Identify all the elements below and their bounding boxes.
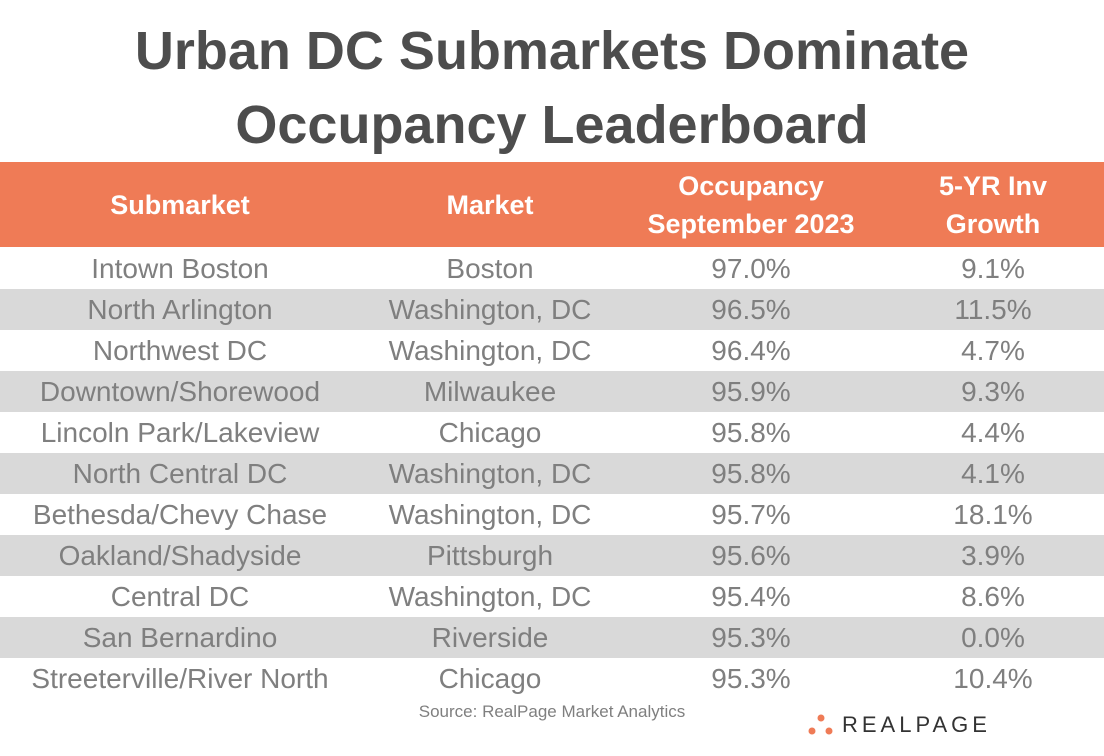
table-cell: Intown Boston	[91, 252, 269, 284]
table-cell: San Bernardino	[82, 621, 278, 653]
column-header-line: Growth	[945, 208, 1041, 239]
table-row: Oakland/Shadyside Pittsburgh 95.6% 3.9%	[0, 535, 1104, 576]
table-cell: 9.1%	[961, 252, 1025, 284]
table-cell: 0.0%	[961, 621, 1025, 653]
column-header: Occupancy September 2023	[620, 162, 882, 247]
table-row: Central DC Washington, DC 95.4% 8.6%	[0, 576, 1104, 617]
column-header: 5-YR Inv Growth	[882, 162, 1104, 247]
table-cell: 96.5%	[711, 293, 791, 325]
table-cell: 11.5%	[954, 293, 1032, 325]
column-header-line: Occupancy	[678, 170, 824, 201]
table-cell: 10.4%	[953, 662, 1033, 694]
column-header-line: September 2023	[647, 208, 855, 239]
table-cell: 3.9%	[961, 539, 1025, 571]
table-cell: Washington, DC	[388, 498, 592, 530]
table-row: Bethesda/Chevy Chase Washington, DC 95.7% 1…	[0, 494, 1104, 535]
table-row: Northwest DC Washington, DC 96.4% 4.7%	[0, 330, 1104, 371]
table-cell: 95.8%	[711, 457, 791, 489]
table-cell: Bethesda/Chevy Chase	[32, 498, 328, 530]
table-row: Intown Boston Boston 97.0% 9.1%	[0, 248, 1104, 289]
table-cell: Boston	[446, 252, 534, 284]
table-cell: North Arlington	[87, 293, 273, 325]
chart-title: Urban DC Submarkets Dominate Occupancy L…	[0, 14, 1104, 162]
table-cell: 95.9%	[711, 375, 791, 407]
table-row: North Arlington Washington, DC 96.5% 11.5%	[0, 289, 1104, 330]
title-line-1: Urban DC Submarkets Dominate	[134, 21, 970, 81]
table-cell: Pittsburgh	[426, 539, 554, 571]
column-header: Submarket	[0, 162, 360, 247]
table-cell: Central DC	[110, 580, 250, 612]
table-cell: Chicago	[438, 662, 542, 694]
table-cell: Oakland/Shadyside	[58, 539, 302, 571]
table-cell: Washington, DC	[388, 293, 592, 325]
table-cell: 95.6%	[711, 539, 791, 571]
column-header-line: Market	[446, 189, 534, 220]
table-cell: 95.4%	[711, 580, 791, 612]
table-row: Lincoln Park/Lakeview Chicago 95.8% 4.4%	[0, 412, 1104, 453]
table-cell: 4.4%	[961, 416, 1025, 448]
table-cell: 95.3%	[711, 621, 791, 653]
table-cell: Lincoln Park/Lakeview	[40, 416, 320, 448]
table-cell: 95.7%	[711, 498, 791, 530]
table-cell: North Central DC	[72, 457, 288, 489]
table-cell: 97.0%	[711, 252, 791, 284]
table-row: San Bernardino Riverside 95.3% 0.0%	[0, 617, 1104, 658]
table-row: North Central DC Washington, DC 95.8% 4.1%	[0, 453, 1104, 494]
table-cell: 8.6%	[961, 580, 1025, 612]
source-note: Source: RealPage Market Analytics	[418, 702, 686, 721]
table-cell: Milwaukee	[423, 375, 557, 407]
table-header: Submarket Market Occupancy September 2023 5-…	[0, 162, 1104, 247]
table-cell: Chicago	[438, 416, 542, 448]
table-cell: Washington, DC	[388, 457, 592, 489]
logo-dots-icon	[808, 714, 833, 735]
table-cell: 9.3%	[961, 375, 1025, 407]
table-cell: Riverside	[431, 621, 549, 653]
column-header: Market	[360, 162, 620, 247]
column-header-line: 5-YR Inv	[938, 170, 1048, 201]
table-cell: 95.8%	[711, 416, 791, 448]
table-cell: Northwest DC	[92, 334, 268, 366]
table-cell: Downtown/Shorewood	[39, 375, 321, 407]
title-line-2: Occupancy Leaderboard	[235, 95, 869, 155]
column-header-line: Submarket	[110, 189, 250, 220]
table-body: Intown Boston Boston 97.0% 9.1% North Arling…	[0, 248, 1104, 699]
table-cell: Washington, DC	[388, 334, 592, 366]
table-cell: 4.1%	[961, 457, 1025, 489]
table-cell: Washington, DC	[388, 580, 592, 612]
table-row: Streeterville/River North Chicago 95.3% 10.…	[0, 658, 1104, 699]
realpage-logo: REALPAGE	[808, 712, 991, 738]
table-cell: 95.3%	[711, 662, 791, 694]
table-cell: Streeterville/River North	[31, 662, 329, 694]
table-row: Downtown/Shorewood Milwaukee 95.9% 9.3%	[0, 371, 1104, 412]
table-cell: 4.7%	[961, 334, 1025, 366]
table-cell: 96.4%	[711, 334, 791, 366]
table-cell: 18.1%	[953, 498, 1033, 530]
